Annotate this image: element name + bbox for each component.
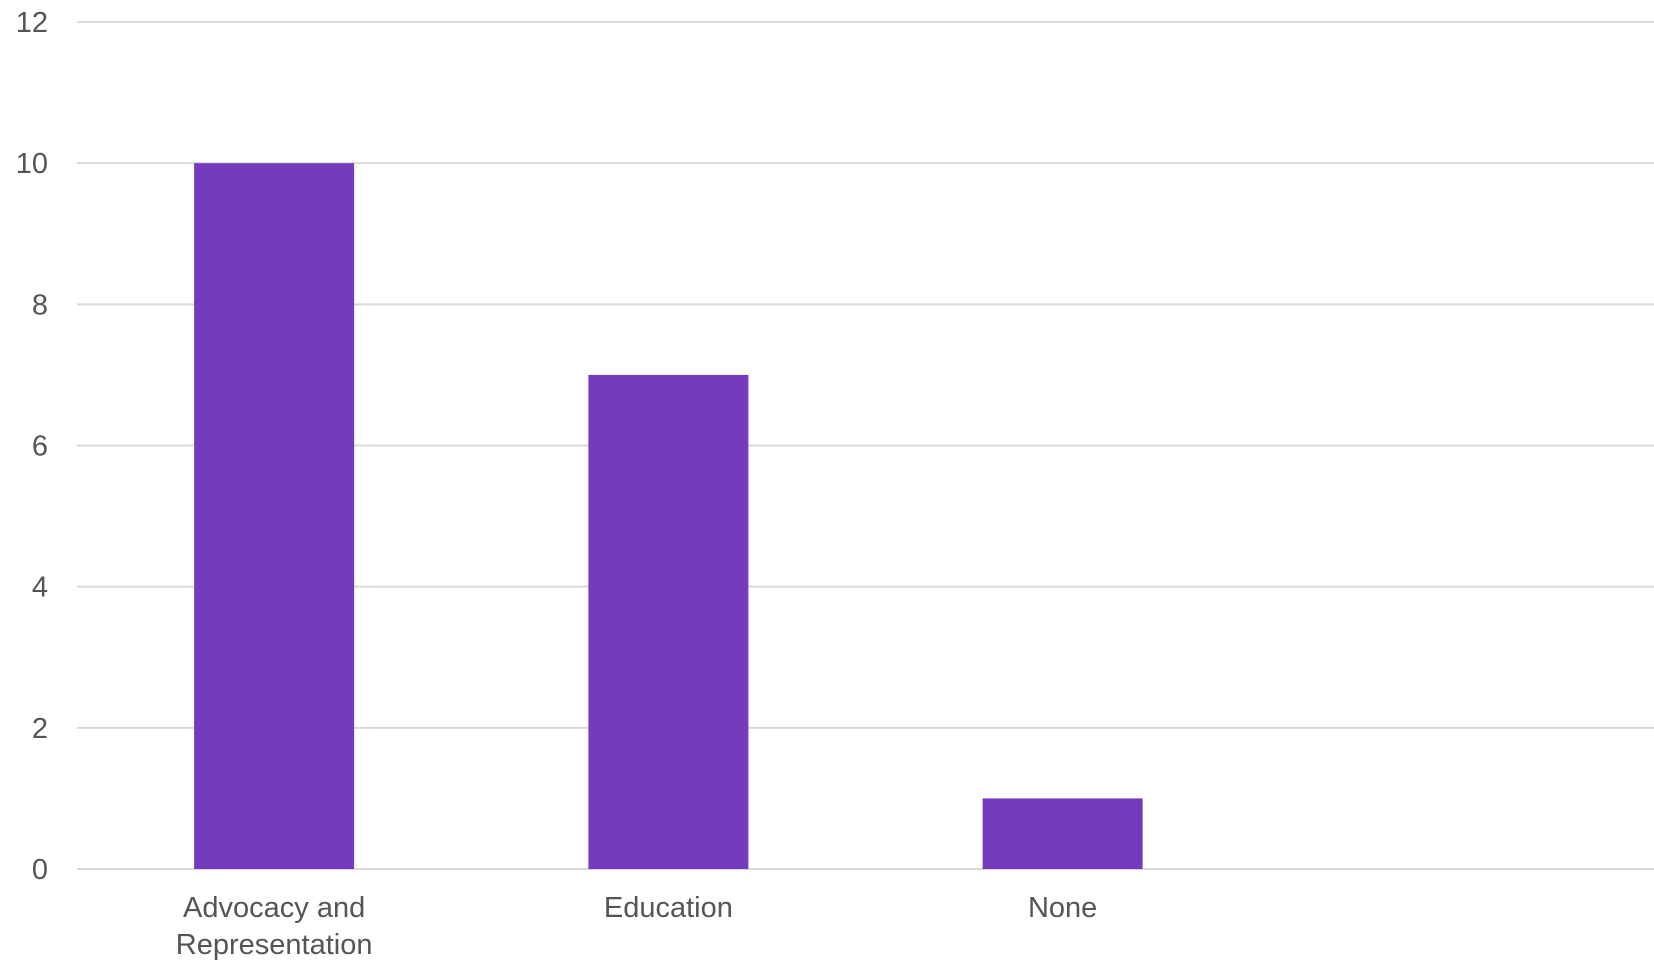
y-tick-label-0: 0 (32, 854, 48, 886)
x-category-label-2-line-0: None (1028, 892, 1097, 924)
y-tick-label-6: 6 (32, 431, 48, 463)
y-axis-tick-labels: 0 2 4 6 8 10 12 (16, 7, 48, 886)
x-category-label-1-line-0: Education (604, 892, 733, 924)
bars (194, 163, 1143, 869)
y-tick-label-10: 10 (16, 148, 48, 180)
y-tick-label-8: 8 (32, 289, 48, 321)
y-tick-label-4: 4 (32, 572, 48, 604)
bar-1 (588, 374, 749, 869)
y-tick-label-2: 2 (32, 713, 48, 745)
x-category-label-0-line-1: Representation (176, 929, 373, 961)
bar-0 (194, 163, 355, 869)
bar-2 (982, 798, 1143, 869)
x-axis-category-labels: Advocacy and Representation Education None (176, 892, 1098, 961)
y-tick-label-12: 12 (16, 7, 48, 39)
x-category-label-0-line-0: Advocacy and (183, 892, 365, 924)
